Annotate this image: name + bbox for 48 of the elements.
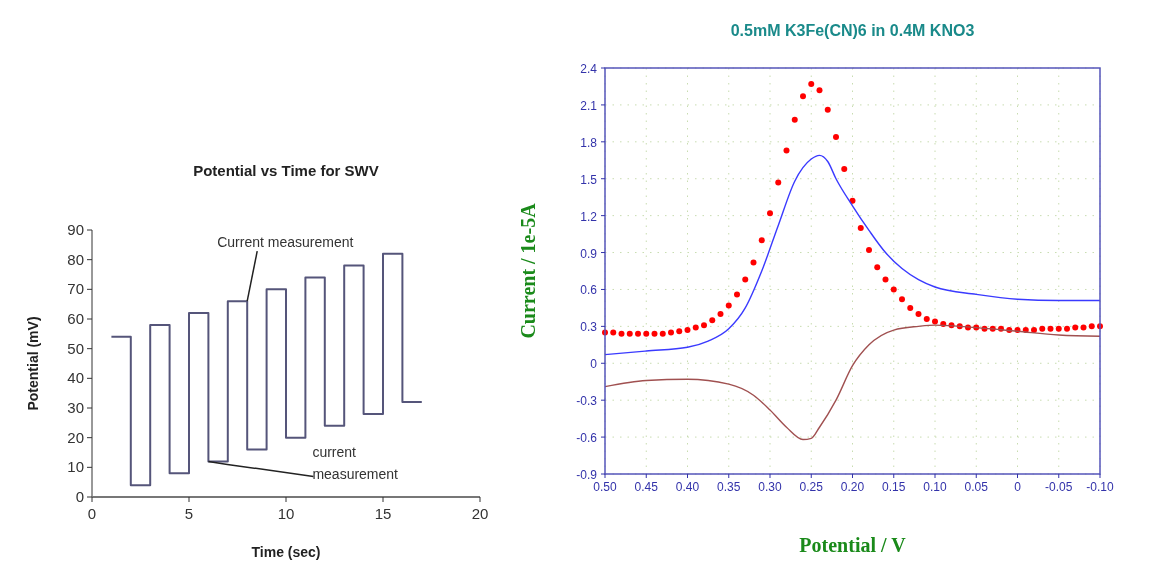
chart-title: Potential vs Time for SWV (193, 162, 379, 179)
y-tick-label: 1.2 (580, 209, 598, 224)
y-tick-label: 70 (67, 280, 84, 298)
x-tick-label: 0.20 (840, 480, 865, 494)
x-tick-label: 10 (277, 505, 295, 522)
y-tick-label: 80 (67, 250, 84, 268)
y-tick-label: 60 (67, 310, 84, 327)
y-tick-label: 40 (67, 369, 84, 387)
x-tick-label: 0 (87, 505, 97, 522)
x-tick-label: 15 (374, 505, 392, 522)
x-tick-label: -0.10 (1086, 480, 1114, 494)
x-tick-label: 0.40 (675, 480, 700, 494)
y-tick-label: 0.3 (580, 320, 598, 335)
x-tick-label: 20 (471, 505, 489, 522)
y-tick-label: 1.8 (580, 135, 598, 150)
y-axis-title: Potential (mV) (25, 316, 41, 411)
y-tick-label: -0.9 (576, 468, 598, 482)
x-tick-label: -0.05 (1045, 480, 1073, 494)
x-tick-label: 0.45 (634, 480, 659, 494)
y-tick-label: 30 (67, 399, 84, 416)
y-tick-label: 1.5 (580, 172, 598, 187)
line-series (604, 154, 1101, 356)
y-tick-label: 20 (67, 428, 84, 446)
x-tick-label: 0.05 (964, 480, 989, 494)
x-tick-label: 0.25 (799, 480, 824, 494)
x-tick-label: 0.30 (758, 480, 782, 494)
y-tick-label: 2.4 (580, 62, 598, 76)
y-axis-title: Current / 1e-5A (517, 202, 539, 339)
x-tick-label: 5 (184, 505, 194, 522)
x-tick-label: 0.10 (923, 480, 947, 494)
x-axis-title: Potential / V (799, 534, 907, 556)
x-tick-label: 0.50 (593, 480, 617, 494)
x-tick-label: 0.15 (882, 480, 906, 494)
x-tick-label: 0 (1014, 480, 1022, 494)
y-tick-label: 50 (67, 339, 84, 357)
annotation: Current measurement (217, 234, 354, 251)
y-tick-label: 0.9 (580, 246, 598, 261)
y-tick-label: -0.6 (576, 431, 598, 446)
y-tick-label: 10 (67, 458, 84, 476)
x-tick-label: 0.35 (717, 480, 741, 494)
y-tick-label: 0 (590, 357, 598, 372)
y-tick-label: 90 (67, 221, 84, 238)
y-tick-label: -0.3 (576, 394, 598, 409)
annotation: current measurement (312, 444, 399, 483)
x-axis-title: Time (sec) (251, 544, 321, 560)
y-tick-label: 0.6 (580, 283, 598, 298)
y-tick-label: 2.1 (580, 98, 598, 113)
chart-title: 0.5mM K3Fe(CN)6 in 0.4M KNO3 (730, 22, 975, 39)
